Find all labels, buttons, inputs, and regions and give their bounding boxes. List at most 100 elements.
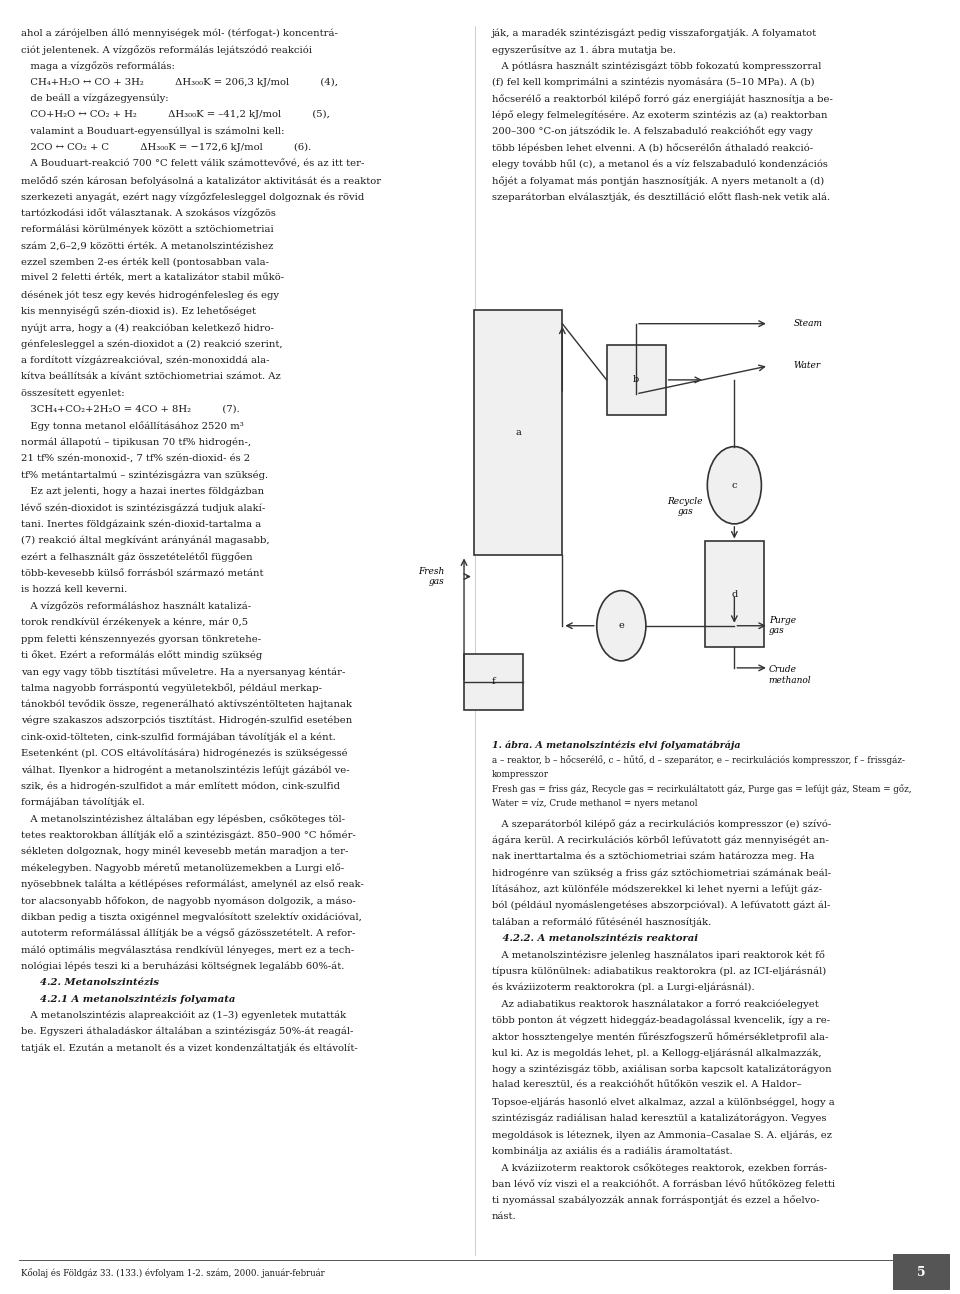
Text: szám 2,6–2,9 közötti érték. A metanolszintézishez: szám 2,6–2,9 közötti érték. A metanolszi… bbox=[21, 241, 274, 250]
Text: kompresszor: kompresszor bbox=[492, 770, 548, 779]
Text: nást.: nást. bbox=[492, 1212, 516, 1222]
Text: a – reaktor, b – hőcserélő, c – hűtő, d – szeparátor, e – recirkulációs kompress: a – reaktor, b – hőcserélő, c – hűtő, d … bbox=[492, 756, 904, 766]
Text: A vízgőzös reformáláshoz használt katalizá-: A vízgőzös reformáláshoz használt katali… bbox=[21, 602, 252, 611]
Text: nak inerttartalma és a sztöchiometriai szám határozza meg. Ha: nak inerttartalma és a sztöchiometriai s… bbox=[492, 851, 814, 862]
Text: f: f bbox=[492, 678, 495, 686]
Text: (f) fel kell komprimálni a szintézis nyomására (5–10 MPa). A (b): (f) fel kell komprimálni a szintézis nyo… bbox=[492, 78, 814, 87]
Text: tatják el. Ezután a metanolt és a vizet kondenzáltatják és eltávolít-: tatják el. Ezután a metanolt és a vizet … bbox=[21, 1043, 358, 1053]
Text: désének jót tesz egy kevés hidrogénfelesleg és egy: désének jót tesz egy kevés hidrogénfeles… bbox=[21, 290, 279, 300]
Text: A Bouduart-reakció 700 °C felett válik számottevővé, és az itt ter-: A Bouduart-reakció 700 °C felett válik s… bbox=[21, 159, 365, 168]
Text: tf% metántartalmú – szintézisgázra van szükség.: tf% metántartalmú – szintézisgázra van s… bbox=[21, 471, 268, 480]
Text: lévő szén-dioxidot is szintézisgázzá tudjuk alakí-: lévő szén-dioxidot is szintézisgázzá tud… bbox=[21, 503, 265, 512]
Text: ppm feletti kénszennyezés gyorsan tönkretehe-: ppm feletti kénszennyezés gyorsan tönkre… bbox=[21, 634, 261, 643]
Text: Ez azt jelenti, hogy a hazai inertes földgázban: Ez azt jelenti, hogy a hazai inertes föl… bbox=[21, 487, 264, 497]
Text: A kváziizoterm reaktorok csőköteges reaktorok, ezekben forrás-: A kváziizoterm reaktorok csőköteges reak… bbox=[492, 1163, 827, 1172]
Text: Topsoe-eljárás hasonló elvet alkalmaz, azzal a különbséggel, hogy a: Topsoe-eljárás hasonló elvet alkalmaz, a… bbox=[492, 1097, 834, 1106]
Text: nyújt arra, hogy a (4) reakcióban keletkező hidro-: nyújt arra, hogy a (4) reakcióban keletk… bbox=[21, 324, 274, 333]
Text: több lépésben lehet elvenni. A (b) hőcserélőn áthaladó reakció-: több lépésben lehet elvenni. A (b) hőcse… bbox=[492, 144, 813, 153]
Text: lépő elegy felmelegítésére. Az exoterm szintézis az (a) reaktorban: lépő elegy felmelegítésére. Az exoterm s… bbox=[492, 110, 827, 120]
Text: hőcserélő a reaktorból kilépő forró gáz energiáját hasznosítja a be-: hőcserélő a reaktorból kilépő forró gáz … bbox=[492, 94, 832, 104]
Text: A metanolszintézis alapreakcióit az (1–3) egyenletek mutatták: A metanolszintézis alapreakcióit az (1–3… bbox=[21, 1011, 347, 1020]
Text: megoldások is léteznek, ilyen az Ammonia–Casalae S. A. eljárás, ez: megoldások is léteznek, ilyen az Ammonia… bbox=[492, 1130, 831, 1140]
Text: nyösebbnek találta a kétlépéses reformálást, amelynél az első reak-: nyösebbnek találta a kétlépéses reformál… bbox=[21, 880, 364, 889]
Circle shape bbox=[708, 446, 761, 524]
Text: ciót jelentenek. A vízgőzös reformálás lejátszódó reakciói: ciót jelentenek. A vízgőzös reformálás l… bbox=[21, 45, 312, 54]
Text: Fresh gas = friss gáz, Recycle gas = recirkuláltatott gáz, Purge gas = lefújt gá: Fresh gas = friss gáz, Recycle gas = rec… bbox=[492, 784, 911, 795]
Text: reformálási körülmények között a sztöchiometriai: reformálási körülmények között a sztöchi… bbox=[21, 225, 274, 234]
Text: hidrogénre van szükség a friss gáz sztöchiometriai számának beál-: hidrogénre van szükség a friss gáz sztöc… bbox=[492, 868, 830, 877]
Text: Steam: Steam bbox=[793, 320, 823, 329]
Text: szik, és a hidrogén-szulfidot a már említett módon, cink-szulfid: szik, és a hidrogén-szulfidot a már emlí… bbox=[21, 782, 340, 791]
Text: elegy tovább hűl (c), a metanol és a víz felszabaduló kondenzációs: elegy tovább hűl (c), a metanol és a víz… bbox=[492, 159, 828, 170]
Text: Water = víz, Crude methanol = nyers metanol: Water = víz, Crude methanol = nyers meta… bbox=[492, 798, 697, 807]
Text: egyszerűsítve az 1. ábra mutatja be.: egyszerűsítve az 1. ábra mutatja be. bbox=[492, 45, 676, 54]
Text: ják, a maradék szintézisgázt pedig visszaforgatják. A folyamatot: ják, a maradék szintézisgázt pedig vissz… bbox=[492, 28, 817, 38]
Text: Recycle
gas: Recycle gas bbox=[667, 497, 703, 516]
Text: torok rendkívül érzékenyek a kénre, már 0,5: torok rendkívül érzékenyek a kénre, már … bbox=[21, 617, 249, 628]
Text: tani. Inertes földgázaink szén-dioxid-tartalma a: tani. Inertes földgázaink szén-dioxid-ta… bbox=[21, 520, 261, 529]
Text: talma nagyobb forráspontú vegyületekből, például merkap-: talma nagyobb forráspontú vegyületekből,… bbox=[21, 683, 323, 694]
FancyBboxPatch shape bbox=[607, 344, 665, 415]
Text: ti nyomással szabályozzák annak forráspontját és ezzel a hőelvo-: ti nyomással szabályozzák annak forráspo… bbox=[492, 1196, 819, 1205]
Text: 2CO ↔ CO₂ + C          ΔH₃₀₀K = −172,6 kJ/mol          (6).: 2CO ↔ CO₂ + C ΔH₃₀₀K = −172,6 kJ/mol (6)… bbox=[21, 144, 311, 153]
Text: máló optimális megválasztása rendkívül lényeges, mert ez a tech-: máló optimális megválasztása rendkívül l… bbox=[21, 945, 354, 955]
Text: Crude
methanol: Crude methanol bbox=[769, 665, 811, 685]
Text: hogy a szintézisgáz több, axiálisan sorba kapcsolt katalizátorágyon: hogy a szintézisgáz több, axiálisan sorb… bbox=[492, 1065, 831, 1074]
Text: ágára kerül. A recirkulációs körből lefúvatott gáz mennyiségét an-: ágára kerül. A recirkulációs körből lefú… bbox=[492, 836, 828, 845]
Text: szeparátorban elválasztják, és desztilláció előtt flash-nek vetik alá.: szeparátorban elválasztják, és desztillá… bbox=[492, 193, 829, 202]
Text: mivel 2 feletti érték, mert a katalizátor stabil műkö-: mivel 2 feletti érték, mert a katalizáto… bbox=[21, 274, 284, 283]
Text: is hozzá kell keverni.: is hozzá kell keverni. bbox=[21, 585, 128, 594]
Text: 4.2. Metanolszintézis: 4.2. Metanolszintézis bbox=[40, 978, 159, 987]
Text: hőjét a folyamat más pontján hasznosítják. A nyers metanolt a (d): hőjét a folyamat más pontján hasznosítjá… bbox=[492, 176, 824, 185]
Text: lításához, azt különféle módszerekkel ki lehet nyerni a lefújt gáz-: lításához, azt különféle módszerekkel ki… bbox=[492, 885, 822, 894]
Text: tor alacsonyabb hőfokon, de nagyobb nyomáson dolgozik, a máso-: tor alacsonyabb hőfokon, de nagyobb nyom… bbox=[21, 895, 356, 906]
Text: ahol a zárójelben álló mennyiségek mól- (térfogat-) koncentrá-: ahol a zárójelben álló mennyiségek mól- … bbox=[21, 28, 338, 38]
Text: ból (például nyomáslengetéses abszorpcióval). A lefúvatott gázt ál-: ból (például nyomáslengetéses abszorpció… bbox=[492, 901, 829, 911]
Text: összesített egyenlet:: összesített egyenlet: bbox=[21, 388, 125, 399]
Text: génfelesleggel a szén-dioxidot a (2) reakció szerint,: génfelesleggel a szén-dioxidot a (2) rea… bbox=[21, 339, 283, 349]
Text: és kváziizoterm reaktorokra (pl. a Lurgi-eljárásnál).: és kváziizoterm reaktorokra (pl. a Lurgi… bbox=[492, 983, 755, 992]
Text: formájában távolítják el.: formájában távolítják el. bbox=[21, 798, 145, 807]
Text: 1. ábra. A metanolszintézis elvi folyamatábrája: 1. ábra. A metanolszintézis elvi folyama… bbox=[492, 740, 740, 749]
Text: van egy vagy több tisztítási műveletre. Ha a nyersanyag kéntár-: van egy vagy több tisztítási műveletre. … bbox=[21, 666, 346, 677]
Text: c: c bbox=[732, 481, 737, 489]
Text: d: d bbox=[732, 590, 737, 599]
Text: normál állapotú – tipikusan 70 tf% hidrogén-,: normál állapotú – tipikusan 70 tf% hidro… bbox=[21, 437, 252, 448]
Text: 3CH₄+CO₂+2H₂O = 4CO + 8H₂          (7).: 3CH₄+CO₂+2H₂O = 4CO + 8H₂ (7). bbox=[21, 405, 240, 414]
Text: több ponton át végzett hideggáz-beadagolással kvencelik, így a re-: több ponton át végzett hideggáz-beadagol… bbox=[492, 1016, 829, 1025]
Text: b: b bbox=[633, 375, 639, 384]
Text: cink-oxid-tölteten, cink-szulfid formájában távolítják el a ként.: cink-oxid-tölteten, cink-szulfid formájá… bbox=[21, 732, 336, 741]
Text: tartózkodási időt választanak. A szokásos vízgőzös: tartózkodási időt választanak. A szokáso… bbox=[21, 208, 276, 219]
Text: maga a vízgőzös reformálás:: maga a vízgőzös reformálás: bbox=[21, 61, 175, 71]
Text: tetes reaktorokban állítják elő a szintézisgázt. 850–900 °C hőmér-: tetes reaktorokban állítják elő a szinté… bbox=[21, 831, 356, 840]
Text: e: e bbox=[618, 621, 624, 630]
Text: Fresh
gas: Fresh gas bbox=[419, 567, 444, 586]
Text: dikban pedig a tiszta oxigénnel megvalósított szelektív oxidációval,: dikban pedig a tiszta oxigénnel megvalós… bbox=[21, 912, 362, 921]
Text: nológiai lépés teszi ki a beruházási költségnek legalább 60%-át.: nológiai lépés teszi ki a beruházási köl… bbox=[21, 961, 345, 970]
Text: szerkezeti anyagát, ezért nagy vízgőzfelesleggel dolgoznak és rövid: szerkezeti anyagát, ezért nagy vízgőzfel… bbox=[21, 193, 365, 202]
Text: (7) reakció által megkívánt arányánál magasabb,: (7) reakció által megkívánt arányánál ma… bbox=[21, 536, 270, 545]
Text: talában a reformáló fűtésénél hasznosítják.: talában a reformáló fűtésénél hasznosítj… bbox=[492, 917, 710, 927]
Text: Purge
gas: Purge gas bbox=[769, 616, 796, 635]
Text: Egy tonna metanol előállításához 2520 m³: Egy tonna metanol előállításához 2520 m³ bbox=[21, 422, 244, 431]
Text: kítva beállítsák a kívánt sztöchiometriai számot. Az: kítva beállítsák a kívánt sztöchiometria… bbox=[21, 373, 281, 382]
FancyBboxPatch shape bbox=[474, 309, 563, 555]
Text: ezzel szemben 2-es érték kell (pontosabban vala-: ezzel szemben 2-es érték kell (pontosabb… bbox=[21, 258, 269, 267]
Text: több-kevesebb külső forrásból származó metánt: több-kevesebb külső forrásból származó m… bbox=[21, 568, 264, 577]
Text: 4.2.2. A metanolszintézis reaktorai: 4.2.2. A metanolszintézis reaktorai bbox=[492, 934, 698, 943]
Text: 4.2.1 A metanolszintézis folyamata: 4.2.1 A metanolszintézis folyamata bbox=[40, 994, 236, 1004]
Text: melődő szén károsan befolyásolná a katalizátor aktivitását és a reaktor: melődő szén károsan befolyásolná a katal… bbox=[21, 176, 381, 185]
Text: de beáll a vízgázegyensúly:: de beáll a vízgázegyensúly: bbox=[21, 94, 169, 104]
Text: CH₄+H₂O ↔ CO + 3H₂          ΔH₃₀₀K = 206,3 kJ/mol          (4),: CH₄+H₂O ↔ CO + 3H₂ ΔH₃₀₀K = 206,3 kJ/mol… bbox=[21, 78, 338, 87]
Text: aktor hossztengelye mentén fűrészfogszerű hőmérsékletprofil ala-: aktor hossztengelye mentén fűrészfogszer… bbox=[492, 1031, 828, 1042]
Text: kombinálja az axiális és a radiális áramoltatást.: kombinálja az axiális és a radiális áram… bbox=[492, 1146, 732, 1156]
Text: Water: Water bbox=[793, 361, 821, 370]
Text: a: a bbox=[516, 428, 521, 437]
Text: 5: 5 bbox=[918, 1266, 925, 1278]
FancyBboxPatch shape bbox=[464, 653, 523, 710]
Text: halad keresztül, és a reakcióhőt hűtőkön veszik el. A Haldor–: halad keresztül, és a reakcióhőt hűtőkön… bbox=[492, 1080, 802, 1090]
FancyBboxPatch shape bbox=[705, 541, 764, 647]
Text: tánokból tevődik össze, regenerálható aktívszéntölteten hajtanak: tánokból tevődik össze, regenerálható ak… bbox=[21, 700, 352, 709]
Text: CO+H₂O ↔ CO₂ + H₂          ΔH₃₀₀K = –41,2 kJ/mol          (5),: CO+H₂O ↔ CO₂ + H₂ ΔH₃₀₀K = –41,2 kJ/mol … bbox=[21, 110, 330, 119]
Text: a fordított vízgázreakcióval, szén-monoxiddá ala-: a fordított vízgázreakcióval, szén-monox… bbox=[21, 356, 270, 365]
